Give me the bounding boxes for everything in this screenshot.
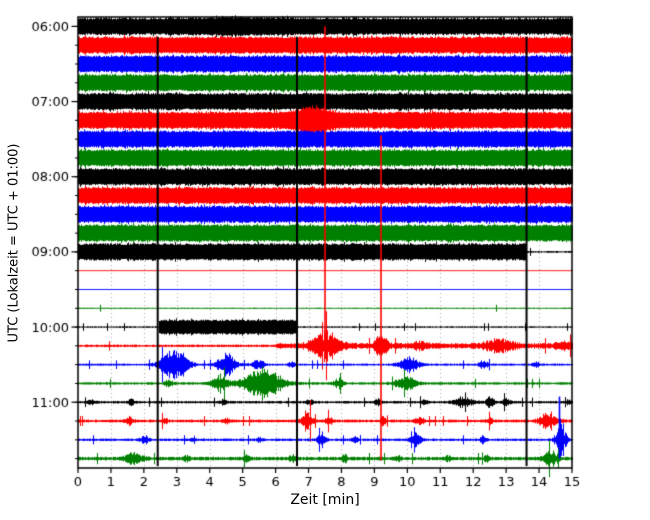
x-axis-label: Zeit [min] — [290, 492, 360, 508]
y-axis-label: UTC (Lokalzeit = UTC + 01:00) — [6, 143, 22, 343]
